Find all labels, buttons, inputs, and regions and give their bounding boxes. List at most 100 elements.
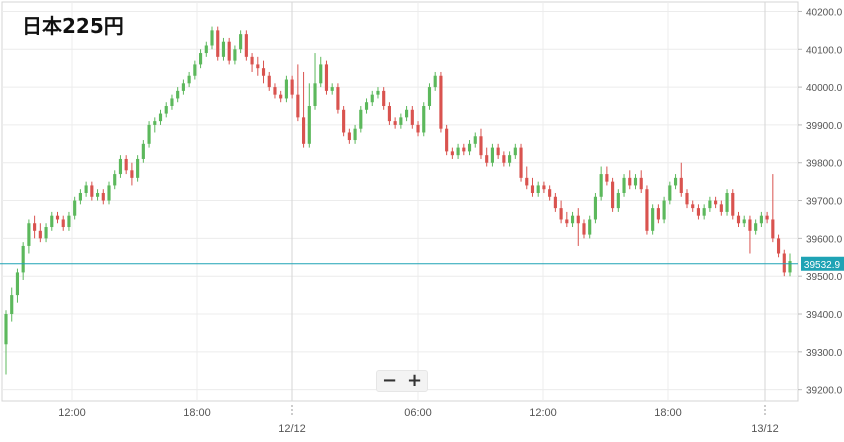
candle-body [570, 215, 575, 224]
candle-body [130, 170, 134, 178]
candle-body [296, 94, 300, 118]
y-tick-label: 40100.0 [806, 45, 843, 56]
candle-body [691, 204, 695, 209]
candle-body [90, 185, 94, 197]
candle-body [359, 109, 363, 129]
candle-body [176, 90, 180, 99]
candle-body [439, 75, 443, 129]
candle-body [456, 147, 460, 156]
candle-body [742, 219, 746, 224]
candle-body [473, 136, 477, 144]
y-tick-label: 39800.0 [806, 159, 843, 170]
zoom-controls: − + [376, 370, 428, 392]
candle-body [645, 189, 649, 231]
candle-body [319, 64, 323, 84]
candle-body [639, 177, 643, 190]
candle-body [170, 98, 174, 107]
candle-body [221, 41, 226, 57]
candle-body [427, 87, 432, 107]
candle-body [353, 128, 357, 141]
candle-body [84, 185, 88, 193]
candle-body [668, 185, 672, 201]
candle-body [519, 147, 523, 178]
candle-body [714, 200, 718, 205]
candle-body [204, 45, 208, 54]
candle-body [256, 64, 260, 69]
candle-body [719, 204, 723, 212]
y-tick-label: 40000.0 [806, 83, 843, 94]
candle-body [616, 192, 620, 209]
candle-body [462, 147, 466, 152]
candle-body [788, 261, 792, 273]
candle-body [95, 192, 100, 197]
candle-body [725, 192, 729, 212]
candle-body [302, 117, 306, 144]
candle-body [107, 185, 111, 201]
candle-body [433, 75, 437, 88]
candle-body [267, 75, 271, 88]
candle-body [611, 181, 615, 209]
candle-body [782, 253, 786, 273]
candle-body [513, 147, 517, 156]
x-tick-label: 12/12 [278, 423, 306, 435]
candle-body [754, 223, 758, 231]
candle-body [490, 147, 494, 163]
candle-body [776, 238, 781, 254]
candle-body [10, 295, 14, 315]
candle-body [313, 83, 317, 107]
candle-body [118, 158, 123, 175]
candle-body [210, 30, 214, 46]
candle-body [193, 64, 197, 76]
candle-body [633, 177, 638, 186]
candle-body [542, 185, 546, 190]
x-tick-label: 06:00 [404, 407, 432, 419]
candle-body [198, 53, 203, 65]
zoom-in-button[interactable]: + [406, 370, 423, 391]
candle-body [685, 192, 689, 205]
candle-body [44, 227, 48, 239]
candle-body [559, 208, 563, 220]
candle-body [702, 208, 706, 216]
candle-body [164, 106, 168, 114]
candle-body [536, 185, 540, 193]
candle-body [61, 219, 65, 228]
candle-body [662, 200, 666, 220]
candle-body [576, 215, 580, 224]
candle-body [324, 64, 329, 91]
x-tick-label: 13/12 [751, 423, 779, 435]
x-tick-label: 18:00 [183, 407, 211, 419]
candle-body [496, 147, 500, 156]
candle-body [565, 219, 569, 224]
candle-body [651, 208, 655, 231]
candle-body [21, 245, 25, 273]
zoom-out-button[interactable]: − [381, 370, 398, 391]
y-tick-label: 40200.0 [806, 7, 843, 18]
candle-body [748, 219, 752, 231]
candle-body [450, 151, 454, 156]
candle-body [187, 75, 191, 84]
candle-body [136, 158, 140, 178]
candle-body [416, 124, 420, 133]
candle-body [370, 94, 374, 103]
candle-body [33, 223, 37, 231]
candle-body [708, 200, 712, 209]
x-tick-label: 18:00 [654, 407, 682, 419]
candle-body [233, 49, 237, 61]
candle-body [731, 192, 735, 216]
candle-body [759, 215, 763, 224]
candle-body [181, 83, 185, 91]
candle-body [244, 34, 248, 57]
candle-body [502, 155, 506, 163]
candle-body [485, 155, 489, 163]
candle-body [250, 56, 254, 65]
candle-body [765, 215, 769, 220]
candle-body [347, 132, 351, 141]
candle-body [55, 215, 60, 220]
candle-body [548, 189, 552, 197]
candle-body [599, 174, 603, 197]
candle-body [467, 143, 472, 152]
candle-body [101, 192, 105, 201]
candle-body [410, 109, 414, 125]
